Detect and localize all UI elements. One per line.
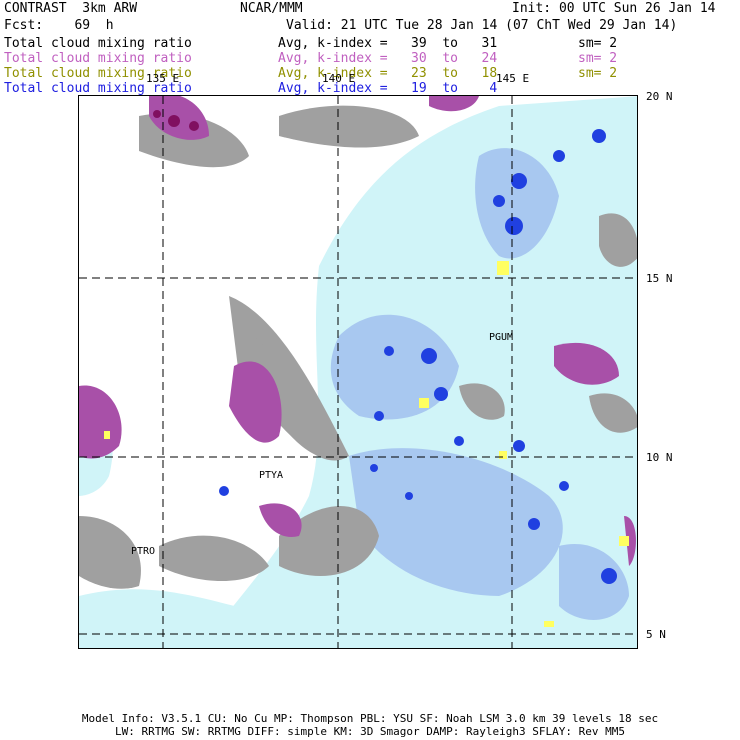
valid-time: Valid: 21 UTC Tue 28 Jan 14 (07 ChT Wed … bbox=[286, 18, 678, 33]
org-label: NCAR/MMM bbox=[240, 1, 303, 16]
field-4-name: Total cloud mixing ratio bbox=[4, 81, 192, 96]
dark-purple-cores bbox=[153, 110, 199, 131]
model-info-line1: Model Info: V3.5.1 CU: No Cu MP: Thompso… bbox=[81, 712, 659, 725]
lat-label-5n: 5 N bbox=[646, 628, 666, 641]
cloud-field-svg bbox=[79, 96, 637, 648]
field-2-name: Total cloud mixing ratio bbox=[4, 51, 192, 66]
field-4-range: Avg, k-index = 19 to 4 bbox=[278, 81, 498, 96]
mid-blue-cloud-south bbox=[349, 448, 563, 596]
lon-label-135e: 135 E bbox=[146, 72, 180, 85]
lon-label-140e: 140 E bbox=[322, 72, 356, 85]
lat-label-10n: 10 N bbox=[646, 451, 673, 464]
purple-cloud-regions bbox=[79, 96, 636, 566]
model-info-line2: LW: RRTMG SW: RRTMG DIFF: simple KM: 3D … bbox=[115, 725, 625, 738]
model-title: CONTRAST 3km ARW bbox=[4, 1, 138, 16]
mid-blue-cloud-north bbox=[475, 148, 559, 259]
deep-blue-cells bbox=[219, 129, 617, 584]
mid-blue-cloud-central bbox=[330, 314, 459, 420]
cloud-map bbox=[78, 95, 638, 649]
field-3-sm: sm= 2 bbox=[578, 66, 618, 81]
lat-label-15n: 15 N bbox=[646, 272, 673, 285]
station-ptya: PTYA bbox=[259, 470, 284, 481]
yellow-cloud-regions bbox=[104, 261, 629, 627]
forecast-hour: Fcst: 69 h bbox=[4, 18, 114, 33]
lat-lon-gridlines bbox=[79, 96, 637, 648]
init-time: Init: 00 UTC Sun 26 Jan 14 bbox=[512, 1, 716, 16]
field-3-name: Total cloud mixing ratio bbox=[4, 66, 192, 81]
gray-cloud-regions bbox=[79, 105, 637, 589]
field-1-name: Total cloud mixing ratio bbox=[4, 36, 192, 51]
field-1-range: Avg, k-index = 39 to 31 bbox=[278, 36, 498, 51]
station-ptro: PTRO bbox=[131, 546, 156, 557]
field-2-range: Avg, k-index = 30 to 24 bbox=[278, 51, 498, 66]
lat-label-20n: 20 N bbox=[646, 90, 673, 103]
light-blue-cloud-band-south bbox=[79, 589, 279, 648]
station-pgum: PGUM bbox=[489, 332, 514, 343]
mid-blue-cloud-southeast bbox=[559, 544, 629, 620]
field-2-sm: sm= 2 bbox=[578, 51, 618, 66]
field-3-range: Avg, k-index = 23 to 18 bbox=[278, 66, 498, 81]
field-1-sm: sm= 2 bbox=[578, 36, 618, 51]
lon-label-145e: 145 E bbox=[496, 72, 530, 85]
